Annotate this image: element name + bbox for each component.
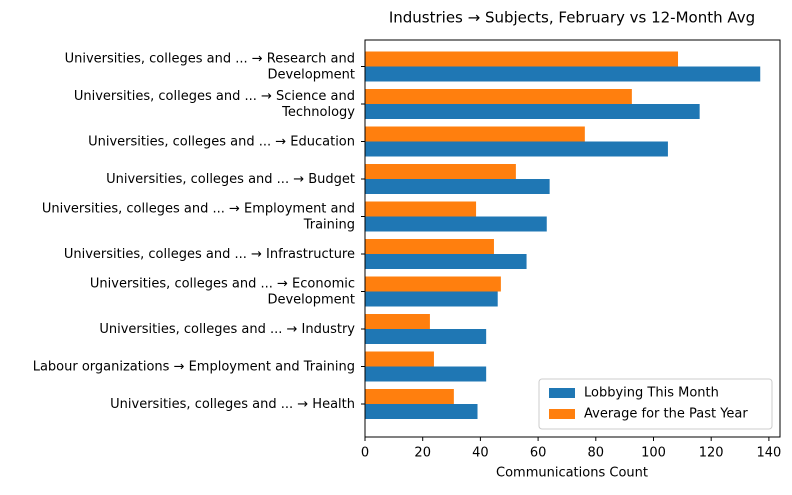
legend-swatch xyxy=(549,409,575,419)
y-tick-label: Universities, colleges and ... → Science… xyxy=(74,89,355,120)
x-axis-label: Communications Count xyxy=(496,466,648,481)
bar xyxy=(365,329,487,344)
x-tick-label: 120 xyxy=(699,446,724,461)
bar xyxy=(365,366,487,382)
bar xyxy=(365,351,434,367)
bar xyxy=(365,404,478,419)
legend-label: Average for the Past Year xyxy=(584,407,748,422)
y-tick-label: Universities, colleges and ... → Budget xyxy=(106,172,355,187)
y-tick-label: Universities, colleges and ... → Infrast… xyxy=(64,247,355,262)
x-tick-label: 80 xyxy=(588,446,605,461)
y-tick-label: Universities, colleges and ... → Educati… xyxy=(88,134,355,149)
y-tick-label: Labour organizations → Employment and Tr… xyxy=(33,359,355,374)
x-tick-label: 100 xyxy=(641,446,666,461)
chart-title: Industries → Subjects, February vs 12-Mo… xyxy=(389,9,755,27)
bar xyxy=(365,104,700,119)
bar xyxy=(365,66,761,82)
y-tick-label: Universities, colleges and ... → Health xyxy=(110,397,355,412)
legend-label: Lobbying This Month xyxy=(584,386,719,401)
y-tick-label: Universities, colleges and ... → Employm… xyxy=(42,201,355,232)
bar xyxy=(365,314,430,329)
bar xyxy=(365,164,516,179)
bar xyxy=(365,216,547,232)
x-tick-label: 140 xyxy=(756,446,781,461)
bar xyxy=(365,239,494,254)
x-tick-label: 0 xyxy=(361,446,369,461)
x-tick-label: 40 xyxy=(472,446,489,461)
bar xyxy=(365,89,632,104)
x-tick-label: 60 xyxy=(530,446,547,461)
bar xyxy=(365,141,668,157)
bar xyxy=(365,254,527,269)
plot-frame xyxy=(364,39,781,438)
bar xyxy=(365,276,501,292)
bar xyxy=(365,389,454,404)
bar xyxy=(365,201,477,217)
x-tick-label: 20 xyxy=(414,446,431,461)
legend-box xyxy=(538,378,773,430)
y-tick-label: Universities, colleges and ... → Industr… xyxy=(99,322,355,337)
legend-swatch xyxy=(549,388,575,398)
bar xyxy=(365,51,679,67)
bar xyxy=(365,291,498,307)
y-tick-label: Universities, colleges and ... → Researc… xyxy=(65,51,355,82)
bar xyxy=(365,126,585,142)
y-tick-label: Universities, colleges and ... → Economi… xyxy=(90,276,355,307)
bar xyxy=(365,179,550,194)
